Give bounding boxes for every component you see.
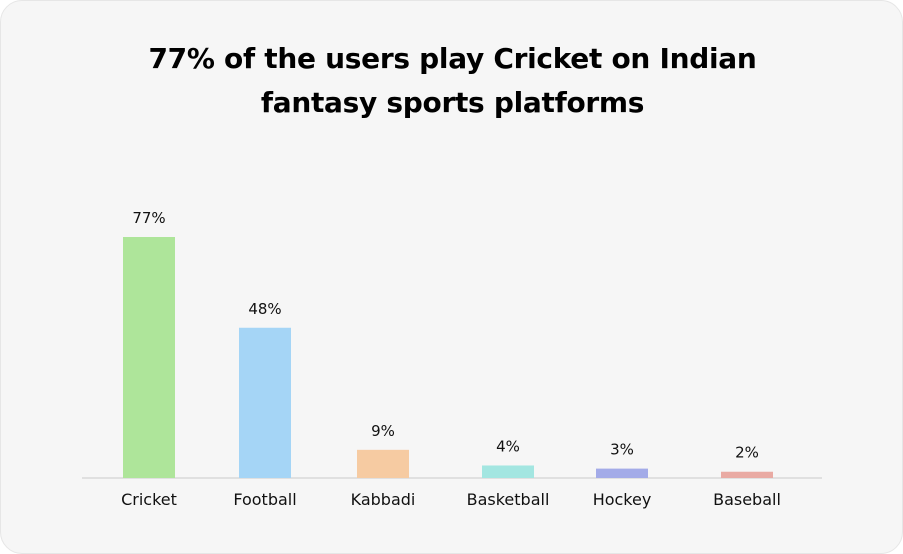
chart-title-line-1: 77% of the users play Cricket on Indian — [148, 42, 757, 75]
value-label-hockey: 3% — [610, 441, 634, 459]
category-labels-group: Cricket Football Kabbadi Basketball Hockey Ba… — [121, 490, 781, 509]
value-label-basketball: 4% — [496, 437, 520, 455]
chart-title: 77% of the users play Cricket on Indian … — [1, 37, 903, 125]
bars-group — [123, 237, 773, 478]
category-label-kabbadi: Kabbadi — [351, 490, 416, 509]
category-label-football: Football — [233, 490, 296, 509]
bar-baseball — [721, 471, 773, 478]
chart-title-line-2: fantasy sports platforms — [260, 86, 645, 119]
category-label-baseball: Baseball — [713, 490, 781, 509]
value-label-kabbadi: 9% — [371, 422, 395, 440]
bar-hockey — [596, 468, 648, 478]
value-label-cricket: 77% — [132, 209, 165, 227]
value-label-football: 48% — [248, 300, 281, 318]
bar-basketball — [482, 465, 534, 478]
category-label-basketball: Basketball — [467, 490, 550, 509]
value-label-baseball: 2% — [735, 444, 759, 462]
value-labels-group: 77% 48% 9% 4% 3% 2% — [132, 209, 759, 462]
bar-cricket — [123, 237, 175, 478]
bar-kabbadi — [357, 449, 409, 478]
category-label-cricket: Cricket — [121, 490, 177, 509]
category-label-hockey: Hockey — [593, 490, 652, 509]
bar-football — [239, 327, 291, 478]
